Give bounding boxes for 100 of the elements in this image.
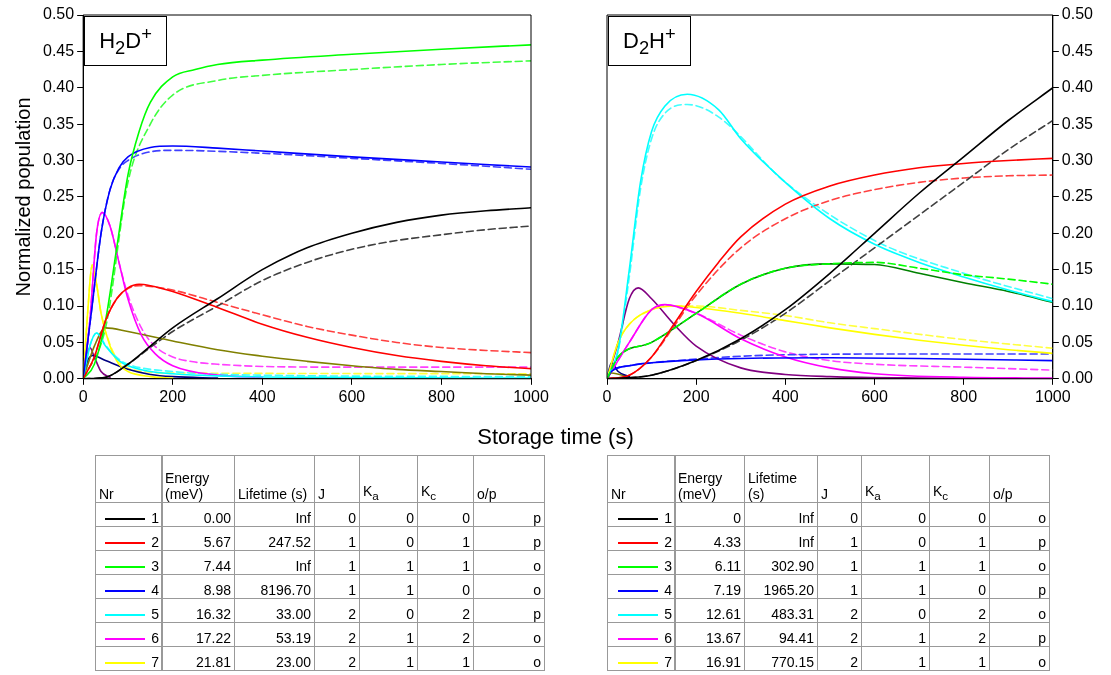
y-tick-label: 0.50 [43, 5, 75, 23]
y2-tick-label: 0.35 [1061, 114, 1094, 132]
text: 302.90 [744, 550, 818, 575]
text: 1 [861, 550, 930, 575]
text: p [989, 574, 1050, 599]
x-tick-label: 0 [602, 387, 612, 405]
legend-label: 3 [95, 550, 163, 575]
text: 1 [861, 622, 930, 647]
text: 1 [359, 550, 418, 575]
legend-label: 2 [607, 526, 676, 551]
text: 0 [861, 526, 930, 551]
legend-label: 7 [607, 646, 676, 671]
text: 53.19 [234, 622, 315, 647]
y2-tick-label: 0.05 [1061, 332, 1094, 350]
text: 0 [929, 574, 990, 599]
y-tick-label: 0.40 [43, 78, 75, 96]
category-label: K$_{c}$ [929, 455, 990, 503]
text: 1 [861, 646, 930, 671]
x-tick-label: 200 [682, 387, 710, 405]
x-tick-label: 400 [771, 387, 799, 405]
x-tick-label: 1000 [513, 387, 549, 405]
text: 0 [359, 598, 418, 623]
text: Inf [234, 550, 315, 575]
category-label: K$_{c}$ [417, 455, 474, 503]
y2-tick-label: 0.10 [1061, 296, 1094, 314]
text: 1 [817, 574, 862, 599]
y-tick-label: 0.30 [43, 150, 75, 168]
text: 770.15 [744, 646, 818, 671]
line-series [83, 263, 174, 379]
x-tick-label: 1000 [1035, 387, 1071, 405]
text: 247.52 [234, 526, 315, 551]
text: 2 [417, 598, 474, 623]
text: 6.11 [674, 550, 745, 575]
legend-label: 4 [95, 574, 163, 599]
legend-title: Nr [607, 455, 676, 503]
text: 0 [359, 526, 418, 551]
category-label: K$_{a}$ [359, 455, 418, 503]
y-axis-title: Normalized population [11, 97, 34, 297]
text: 2 [929, 598, 990, 623]
text: 1 [314, 526, 360, 551]
text: 0 [417, 574, 474, 599]
category-label: K$_{a}$ [861, 455, 930, 503]
y2-tick-label: 0.50 [1061, 5, 1094, 23]
x-axis-title: Storage time (s) [476, 424, 635, 450]
category-label: Lifetime (s) [234, 455, 315, 503]
text: 2 [929, 622, 990, 647]
text: 1 [417, 526, 474, 551]
text: D$_{2}$H$^{+}$ [608, 16, 691, 66]
text: 2 [417, 622, 474, 647]
text: Inf [744, 502, 818, 527]
text: 1 [929, 646, 990, 671]
text: 0 [861, 502, 930, 527]
y2-tick-label: 0.45 [1061, 41, 1094, 59]
text: 1 [861, 574, 930, 599]
text: o [989, 598, 1050, 623]
text: 8.98 [161, 574, 235, 599]
text: o [989, 502, 1050, 527]
y-tick-label: 0.45 [43, 41, 75, 59]
text: 1 [359, 646, 418, 671]
text: 0.00 [161, 502, 235, 527]
text: H$_{2}$D$^{+}$ [84, 16, 167, 66]
legend-label: 5 [607, 598, 676, 623]
y2-tick-label: 0.30 [1061, 150, 1094, 168]
text: 8196.70 [234, 574, 315, 599]
legend-title: Nr [95, 455, 163, 503]
text: 21.81 [161, 646, 235, 671]
text: 33.00 [234, 598, 315, 623]
text: 2 [314, 622, 360, 647]
text: o [473, 622, 545, 647]
y-tick-label: 0.00 [43, 369, 75, 387]
legend-label: 2 [95, 526, 163, 551]
text: 1 [417, 646, 474, 671]
category-label: J [817, 455, 862, 503]
category-label: Energy (meV) [161, 455, 235, 503]
category-label: o/p [989, 455, 1050, 503]
x-tick-label: 200 [159, 387, 187, 405]
text: 2 [817, 622, 862, 647]
text: 1 [817, 526, 862, 551]
y2-tick-label: 0.20 [1061, 223, 1094, 241]
text: Inf [234, 502, 315, 527]
text: 12.61 [674, 598, 745, 623]
text: p [989, 622, 1050, 647]
text: p [473, 598, 545, 623]
category-label: J [314, 455, 360, 503]
text: 483.31 [744, 598, 818, 623]
text: 1 [314, 550, 360, 575]
text: 0 [359, 502, 418, 527]
y2-tick-label: 0.40 [1061, 78, 1094, 96]
text: 23.00 [234, 646, 315, 671]
legend-label: 3 [607, 550, 676, 575]
y2-tick-label: 0.25 [1061, 187, 1094, 205]
text: 1 [417, 550, 474, 575]
y-tick-label: 0.20 [43, 223, 75, 241]
text: 2 [817, 646, 862, 671]
text: 5.67 [161, 526, 235, 551]
x-tick-label: 400 [248, 387, 276, 405]
text: 0 [314, 502, 360, 527]
legend-label: 1 [607, 502, 676, 527]
text: 1 [359, 574, 418, 599]
text: p [989, 526, 1050, 551]
